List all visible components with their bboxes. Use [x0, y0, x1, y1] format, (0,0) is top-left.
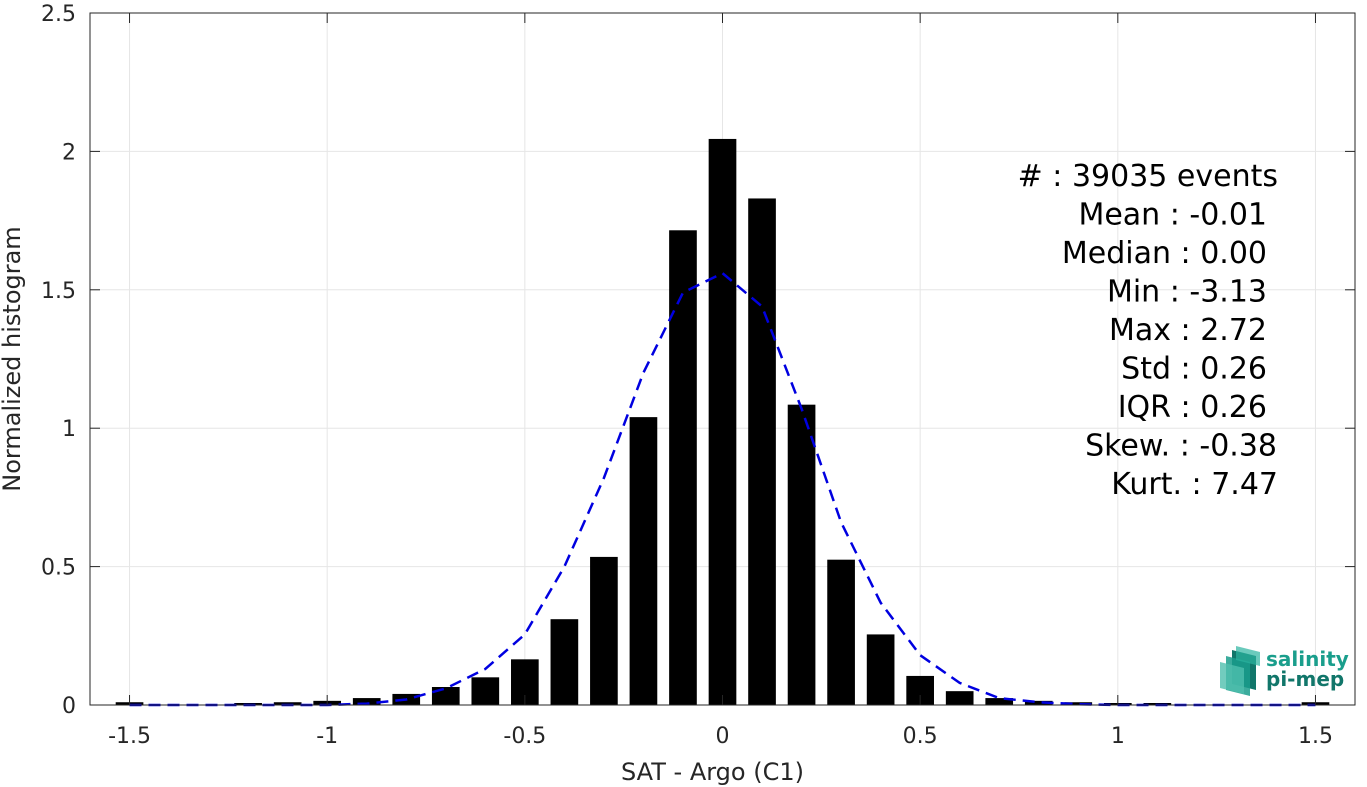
x-ticks: -1.5 -1 -0.5 0 0.5 1 1.5	[108, 13, 1333, 749]
stat-line-1: Mean : -0.01	[1078, 198, 1267, 233]
stat-line-4: Max : 2.72	[1109, 313, 1267, 348]
x-tick-label-2: -0.5	[503, 724, 546, 749]
bars-group	[115, 138, 1330, 706]
bar-13	[629, 417, 658, 705]
x-tick-label-0: -1.5	[108, 724, 151, 749]
bar-8	[431, 687, 460, 705]
bar-23	[1024, 700, 1053, 705]
bar-11	[550, 619, 579, 705]
stat-line-2: Median : 0.00	[1062, 236, 1267, 271]
y-tick-label-5: 2.5	[41, 2, 76, 27]
y-ticks: 0 0.5 1 1.5 2 2.5	[41, 2, 1355, 719]
bar-12	[590, 556, 618, 705]
bar-17	[787, 404, 816, 705]
y-axis-label: Normalized histogram	[0, 226, 26, 491]
stat-line-3: Min : -3.13	[1107, 275, 1267, 310]
stat-line-5: Std : 0.26	[1121, 352, 1267, 387]
bar-4	[273, 702, 302, 705]
logo-line1: salinity	[1266, 647, 1349, 671]
x-tick-label-1: -1	[316, 724, 338, 749]
bar-22	[985, 698, 1014, 705]
stat-line-6: IQR : 0.26	[1118, 390, 1267, 425]
bar-14	[669, 230, 697, 705]
x-axis-label: SAT - Argo (C1)	[621, 758, 804, 786]
bar-6	[352, 698, 381, 705]
y-tick-label-1: 0.5	[41, 556, 76, 581]
y-tick-label-4: 2	[62, 140, 76, 165]
x-tick-label-3: 0	[716, 724, 730, 749]
bar-15	[708, 138, 737, 706]
bar-9	[471, 677, 500, 705]
bar-18	[827, 559, 855, 705]
stat-line-7: Skew. : -0.38	[1085, 429, 1277, 464]
y-tick-label-3: 1.5	[41, 279, 76, 304]
stat-line-0: # : 39035 events	[1018, 159, 1278, 194]
logo-line2: pi-mep	[1266, 667, 1344, 691]
bar-19	[866, 634, 895, 705]
x-tick-label-4: 0.5	[903, 724, 938, 749]
x-tick-label-5: 1	[1111, 724, 1125, 749]
x-tick-label-6: 1.5	[1298, 724, 1333, 749]
bar-21	[945, 691, 974, 705]
logo-mark-icon	[1220, 646, 1260, 696]
bar-16	[748, 198, 776, 705]
bar-24	[1064, 702, 1093, 705]
y-tick-label-2: 1	[62, 417, 76, 442]
salinity-pi-mep-logo: salinity pi-mep	[1220, 646, 1349, 696]
y-tick-label-0: 0	[62, 694, 76, 719]
stat-line-8: Kurt. : 7.47	[1111, 467, 1278, 502]
